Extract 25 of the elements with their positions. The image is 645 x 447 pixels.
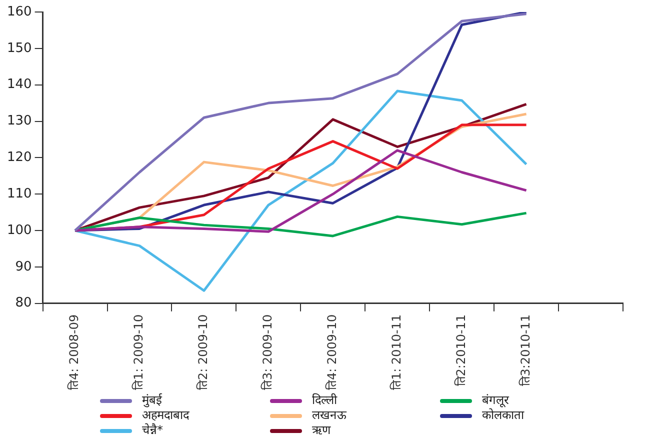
x-tick-label: ति3: 2009-10: [260, 314, 275, 390]
legend-label: बंगलूर: [482, 393, 509, 408]
x-tick-label: ति2: 2009-10: [196, 314, 210, 390]
legend-label: चेन्नै*: [142, 423, 163, 438]
legend-label: मुंबई: [142, 393, 162, 408]
x-tick-label: ति1: 2010-11: [389, 314, 404, 390]
y-tick-label: 160: [6, 4, 32, 20]
x-tick-label: ति2:2010-11: [454, 314, 468, 386]
legend-label: कोलकाता: [482, 408, 524, 423]
y-tick-label: 100: [6, 222, 32, 238]
x-tick-label: ति4: 2009-10: [325, 314, 340, 390]
y-tick-label: 140: [6, 77, 32, 92]
y-tick-label: 80: [15, 296, 32, 311]
legend-label: अहमदाबाद: [142, 408, 189, 423]
y-tick-label: 150: [6, 40, 32, 56]
x-tick-label: ति4: 2008-09: [67, 314, 82, 390]
legend-label: ऋण: [312, 423, 331, 438]
y-tick-label: 110: [6, 186, 32, 202]
x-tick-label: ति1: 2009-10: [132, 314, 146, 390]
x-tick-label: ति3:2010-11: [518, 314, 532, 386]
y-tick-label: 90: [15, 259, 32, 274]
y-tick-label: 120: [6, 150, 32, 166]
y-tick-label: 130: [6, 114, 32, 129]
legend-label: लखनऊ: [312, 408, 346, 423]
legend-label: दिल्ली: [312, 393, 337, 408]
